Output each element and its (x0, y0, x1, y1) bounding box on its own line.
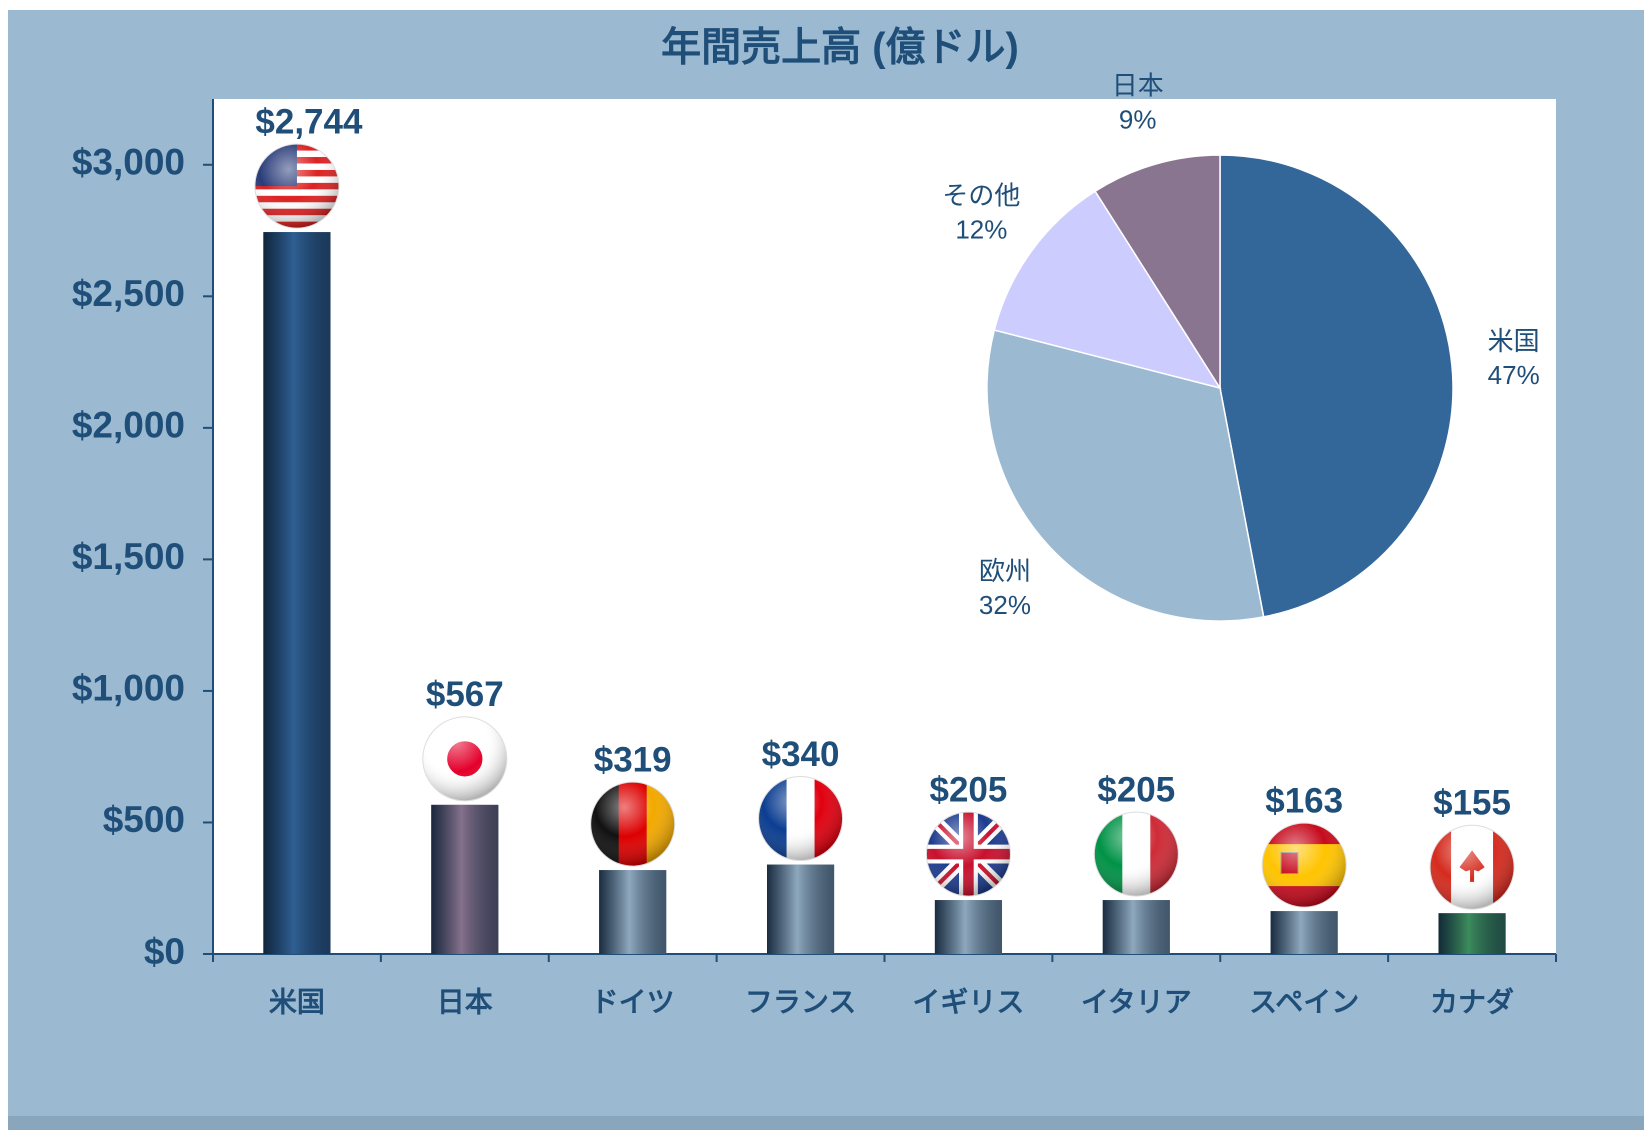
bar (599, 870, 667, 954)
flag-shine (422, 716, 508, 802)
flag-shine (925, 811, 1011, 897)
pie-slice (1219, 154, 1454, 618)
data-label: $205 (1097, 770, 1175, 809)
y-tick-label: $500 (103, 799, 185, 840)
x-tick-label: 日本 (437, 986, 493, 1017)
y-tick-label: $1,500 (72, 536, 185, 577)
pie-label-value: 32% (979, 590, 1031, 620)
bar (1270, 911, 1338, 954)
pie-slice (993, 190, 1222, 390)
x-tick-label: フランス (745, 986, 856, 1017)
bar (934, 900, 1003, 954)
pie-slice (1094, 154, 1221, 391)
flag-shine (590, 781, 676, 867)
y-tick-label: $0 (144, 931, 185, 972)
pie-label-name: その他 (942, 180, 1020, 210)
y-tick-label: $1,000 (72, 668, 185, 709)
pie-label-name: 米国 (1488, 326, 1540, 356)
y-tick-label: $2,500 (72, 273, 185, 314)
pie-label-name: 欧州 (979, 556, 1031, 586)
chart-title: 年間売上高 (億ドル) (661, 26, 1019, 70)
x-tick-label: スペイン (1249, 986, 1359, 1017)
flag-shine (1429, 824, 1515, 910)
data-label: $2,744 (255, 102, 363, 141)
bar (1438, 913, 1506, 954)
data-label: $340 (762, 735, 840, 774)
x-tick-label: イタリア (1081, 986, 1192, 1017)
flag-shine (254, 143, 340, 229)
pie-label-value: 12% (955, 214, 1007, 244)
y-tick-label: $3,000 (72, 142, 185, 183)
x-tick-label: イギリス (912, 986, 1024, 1017)
bottom-strip (8, 1116, 1644, 1130)
x-tick-label: カナダ (1430, 985, 1514, 1017)
pie-label-value: 47% (1488, 360, 1540, 390)
pie-label-name: 日本 (1112, 71, 1164, 101)
x-tick-label: 米国 (269, 986, 325, 1017)
flag-shine (1093, 811, 1179, 897)
data-label: $163 (1265, 781, 1343, 820)
bar (263, 232, 331, 954)
flag-shine (758, 776, 844, 862)
data-label: $567 (426, 675, 504, 714)
x-tick-label: ドイツ (591, 986, 675, 1017)
bar (1102, 900, 1170, 954)
pie-label-value: 9% (1119, 105, 1157, 135)
bar (766, 864, 835, 954)
data-label: $155 (1433, 783, 1511, 822)
y-tick-label: $2,000 (72, 405, 185, 446)
flag-shine (1261, 822, 1347, 908)
data-label: $205 (930, 770, 1008, 809)
pie-slice (986, 329, 1265, 622)
data-label: $319 (594, 740, 672, 779)
bar (431, 804, 499, 954)
